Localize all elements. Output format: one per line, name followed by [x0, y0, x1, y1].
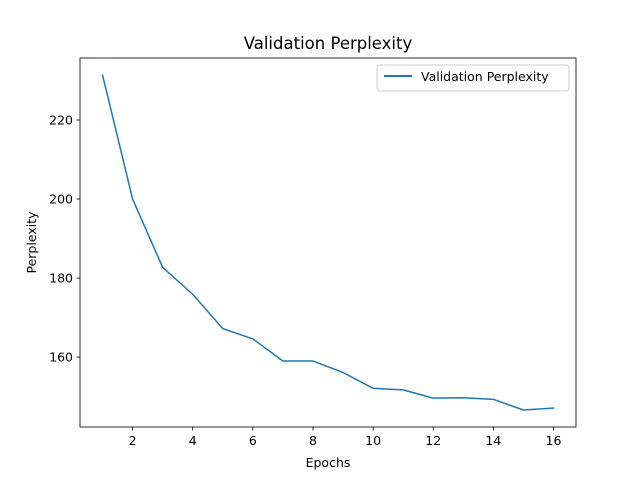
- data-point: [132, 198, 134, 200]
- legend: Validation Perplexity: [376, 64, 570, 92]
- y-tick-label: 200: [49, 192, 73, 207]
- data-point: [222, 328, 224, 330]
- plot-frame: [79, 57, 577, 428]
- x-tick-label: 10: [365, 433, 381, 448]
- y-axis-ticks: 160 180 200 220: [49, 113, 80, 365]
- data-point: [553, 407, 555, 409]
- x-axis-ticks: 2 4 6 8 10 12 14 16: [129, 427, 562, 448]
- x-tick-label: 6: [249, 433, 257, 448]
- x-tick-label: 14: [485, 433, 501, 448]
- data-point: [342, 372, 344, 374]
- plot-area: [80, 58, 576, 427]
- series-line-0: [101, 74, 555, 411]
- x-tick-label: 12: [425, 433, 441, 448]
- y-tick-label: 160: [49, 350, 73, 365]
- data-point: [432, 397, 434, 399]
- data-point: [372, 387, 374, 389]
- data-point: [523, 409, 525, 411]
- series-layer: [101, 74, 555, 411]
- data-point: [162, 267, 164, 269]
- data-point: [312, 360, 314, 362]
- x-tick-label: 4: [189, 433, 197, 448]
- data-point: [462, 397, 464, 399]
- x-axis-label: Epochs: [306, 455, 351, 470]
- y-axis-label: Perplexity: [24, 211, 39, 274]
- legend-box: [376, 64, 570, 92]
- x-tick-label: 16: [546, 433, 562, 448]
- data-point: [192, 293, 194, 295]
- x-tick-label: 8: [309, 433, 317, 448]
- y-tick-label: 220: [49, 113, 73, 128]
- legend-label: Validation Perplexity: [421, 69, 549, 84]
- y-tick-label: 180: [49, 271, 73, 286]
- data-point: [282, 360, 284, 362]
- data-point: [252, 338, 254, 340]
- data-point: [493, 399, 495, 401]
- data-point: [102, 74, 104, 76]
- data-point: [402, 389, 404, 391]
- chart-title: Validation Perplexity: [244, 34, 413, 53]
- x-tick-label: 2: [129, 433, 137, 448]
